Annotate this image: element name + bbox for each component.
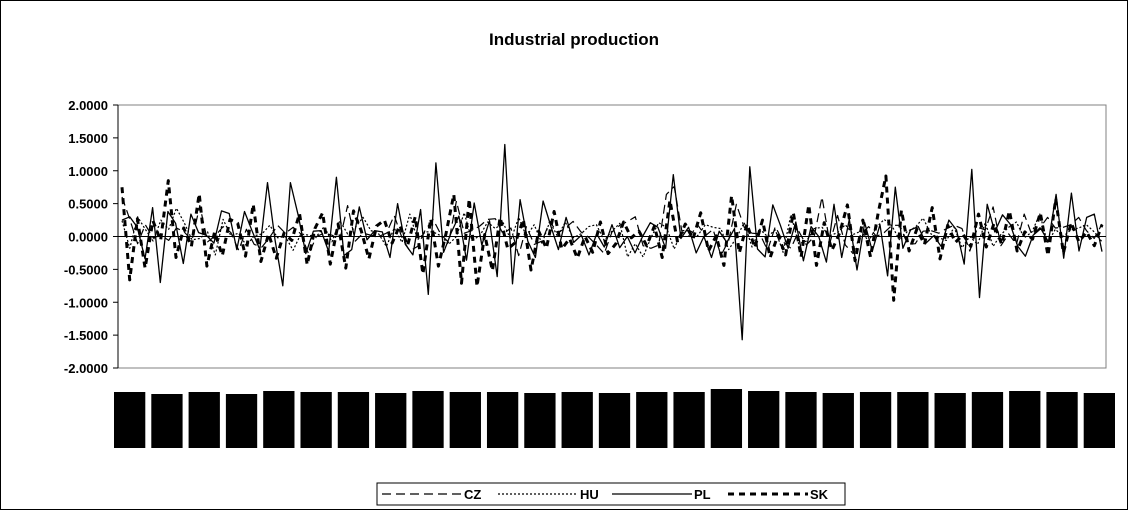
legend-label-cz: CZ [464, 487, 481, 502]
y-tick-label: -1.5000 [64, 328, 108, 343]
x-label-block [598, 393, 631, 448]
x-label-block [710, 389, 743, 448]
x-label-block [822, 393, 854, 448]
y-axis-ticks: 2.0000 1.5000 1.0000 0.5000 0.0000 -0.5000 -1.… [64, 98, 118, 376]
legend-label-pl: PL [694, 487, 711, 502]
x-label-block [934, 393, 966, 448]
x-label-block [412, 391, 444, 448]
y-tick-label: -1.0000 [64, 295, 108, 310]
x-label-block [486, 392, 519, 448]
y-tick-label: 1.0000 [68, 164, 108, 179]
x-label-block [748, 391, 780, 448]
chart-title: Industrial production [489, 30, 659, 49]
x-label-block [449, 392, 481, 448]
x-label-block [785, 392, 817, 448]
x-label-block [971, 392, 1004, 448]
x-label-block [375, 393, 407, 448]
x-label-block [151, 394, 183, 448]
legend: CZ HU PL SK [376, 482, 846, 506]
series-line-sk [120, 174, 1104, 302]
x-axis-label-blocks [114, 389, 1115, 448]
x-label-block [1009, 391, 1041, 448]
x-label-block [673, 392, 705, 448]
y-tick-label: -2.0000 [64, 361, 108, 376]
x-label-block [561, 392, 593, 448]
series-layer [120, 143, 1104, 341]
y-tick-label: 1.5000 [68, 131, 108, 146]
y-tick-label: 2.0000 [68, 98, 108, 113]
series-line-pl [121, 143, 1103, 341]
x-label-block [300, 392, 332, 448]
x-label-block [114, 392, 146, 448]
legend-label-hu: HU [580, 487, 599, 502]
y-tick-label: -0.5000 [64, 262, 108, 277]
x-label-block [636, 392, 668, 448]
x-label-block [188, 392, 220, 448]
y-tick-label: 0.0000 [68, 230, 108, 245]
x-label-block [1083, 393, 1115, 448]
legend-label-sk: SK [810, 487, 829, 502]
x-label-block [897, 392, 929, 448]
legend-box [376, 482, 846, 506]
x-label-block [263, 391, 295, 448]
x-label-block [524, 393, 556, 448]
x-label-block [859, 392, 892, 448]
x-label-block [1046, 392, 1078, 448]
y-tick-label: 0.5000 [68, 197, 108, 212]
x-label-block [337, 392, 370, 448]
x-label-block [225, 394, 258, 448]
